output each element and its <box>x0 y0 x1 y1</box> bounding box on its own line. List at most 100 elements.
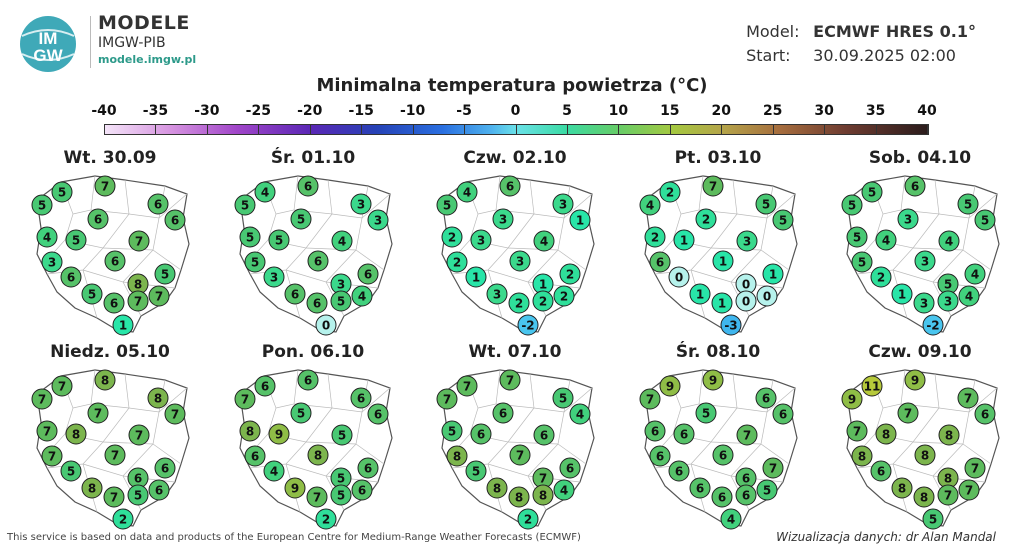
region-border <box>355 193 391 271</box>
station-value: 7 <box>509 444 531 466</box>
imgw-logo: IM GW <box>20 16 76 72</box>
panel-date: Czw. 09.10 <box>868 342 972 362</box>
station-value: 6 <box>735 484 757 506</box>
station-value: 6 <box>306 292 328 314</box>
station-value: 6 <box>148 479 170 501</box>
station-value: 8 <box>239 420 261 442</box>
station-value: 6 <box>164 209 186 231</box>
station-value: 4 <box>331 230 353 252</box>
colorbar-tick <box>412 124 414 135</box>
station-value: 11 <box>861 375 883 397</box>
brand-url[interactable]: modele.imgw.pl <box>98 53 197 66</box>
station-value: 8 <box>532 484 554 506</box>
station-value: 7 <box>436 388 458 410</box>
station-value: 5 <box>974 209 996 231</box>
station-value: 5 <box>552 387 574 409</box>
station-value: 0 <box>735 290 757 312</box>
brand-subtitle: IMGW-PIB <box>98 35 166 51</box>
station-value: 6 <box>297 175 319 197</box>
station-value: 5 <box>60 460 82 482</box>
station-value: 7 <box>36 420 58 442</box>
station-value: 9 <box>659 375 681 397</box>
station-value: 7 <box>164 403 186 425</box>
station-value: 2 <box>508 292 530 314</box>
station-value: 6 <box>644 420 666 442</box>
panel-date: Wt. 30.09 <box>63 148 157 168</box>
station-value: 7 <box>128 230 150 252</box>
forecast-panel: Czw. 02.10 4 6 3 5 3 1 2 3 4 2 3 2 1 1 3 2 2 2 -2 <box>430 148 600 336</box>
colorbar-tick <box>927 124 928 135</box>
station-value: 3 <box>509 250 531 272</box>
colorbar-label: -20 <box>297 103 323 119</box>
station-value: 7 <box>51 375 73 397</box>
colorbar-label: 10 <box>608 103 629 119</box>
region-border <box>152 387 188 465</box>
colorbar-tick <box>464 124 466 135</box>
colorbar-tick <box>566 124 568 135</box>
station-value: 5 <box>841 194 863 216</box>
panel-date: Śr. 08.10 <box>675 342 761 362</box>
station-value: 6 <box>297 369 319 391</box>
station-value: 6 <box>350 387 372 409</box>
station-value: 7 <box>762 457 784 479</box>
station-value: 6 <box>147 193 169 215</box>
panel-date: Wt. 07.10 <box>468 342 562 362</box>
station-value: 2 <box>644 226 666 248</box>
station-value: 4 <box>569 403 591 425</box>
station-value: 3 <box>937 290 959 312</box>
station-value: 6 <box>351 479 373 501</box>
station-value: 8 <box>94 369 116 391</box>
colorbar-label: -40 <box>91 103 117 119</box>
station-value: 3 <box>914 250 936 272</box>
forecast-panel: Niedz. 05.10 7 8 8 7 7 7 7 8 7 7 7 6 5 6 8 7 5 6 2 <box>25 342 195 530</box>
region-border <box>355 387 391 465</box>
station-value: 5 <box>436 194 458 216</box>
region-border <box>962 387 998 465</box>
colorbar-tick <box>824 124 826 135</box>
station-value: 7 <box>639 388 661 410</box>
colorbar-label: 5 <box>562 103 572 119</box>
map-title: Minimalna temperatura powietrza (°C) <box>316 75 708 96</box>
station-value: 2 <box>441 226 463 248</box>
colorbar-tick <box>721 124 723 135</box>
station-value: 9 <box>284 477 306 499</box>
station-value: -3 <box>720 314 742 336</box>
colorbar-label: -35 <box>142 103 169 119</box>
forecast-panel: Pt. 03.10 2 7 5 4 2 5 2 1 3 6 1 1 0 0 1 1 0 0 -3 <box>633 148 803 336</box>
station-value: 1 <box>712 250 734 272</box>
model-info: Model: ECMWF HRES 0.1° Start: 30.09.2025… <box>746 20 976 68</box>
colorbar-label: -5 <box>456 103 472 119</box>
colorbar-label: -15 <box>348 103 374 119</box>
station-value: 5 <box>290 208 312 230</box>
station-value: 2 <box>870 266 892 288</box>
station-value: 7 <box>127 290 149 312</box>
station-value: 7 <box>87 402 109 424</box>
station-value: 5 <box>441 420 463 442</box>
station-value: 3 <box>897 208 919 230</box>
station-value: 6 <box>668 460 690 482</box>
station-value: 7 <box>702 175 724 197</box>
panel-date: Pt. 03.10 <box>674 148 762 168</box>
station-value: 1 <box>673 229 695 251</box>
region-border <box>557 193 593 271</box>
station-value: 5 <box>695 402 717 424</box>
footer-author: Wizualizacja danych: dr Alan Mandal <box>776 530 996 544</box>
station-value: 5 <box>127 484 149 506</box>
panel-date: Sob. 04.10 <box>868 148 972 168</box>
station-value: 6 <box>689 477 711 499</box>
station-value: 5 <box>851 251 873 273</box>
station-value: 8 <box>307 444 329 466</box>
station-value: 1 <box>762 263 784 285</box>
start-label: Start: <box>746 46 791 65</box>
logo-text-bottom: GW <box>33 46 63 65</box>
station-value: 8 <box>65 423 87 445</box>
brand-divider <box>90 16 91 68</box>
station-value: 4 <box>254 181 276 203</box>
colorbar-tick <box>206 124 208 135</box>
station-value: 6 <box>492 402 514 424</box>
station-value: 5 <box>772 209 794 231</box>
station-value: 5 <box>154 263 176 285</box>
station-value: 4 <box>875 229 897 251</box>
station-value: 7 <box>937 484 959 506</box>
colorbar-tick <box>258 124 260 135</box>
